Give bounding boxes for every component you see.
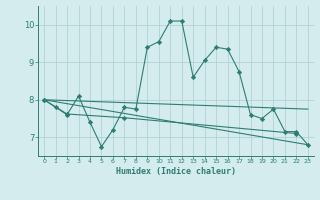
X-axis label: Humidex (Indice chaleur): Humidex (Indice chaleur) xyxy=(116,167,236,176)
